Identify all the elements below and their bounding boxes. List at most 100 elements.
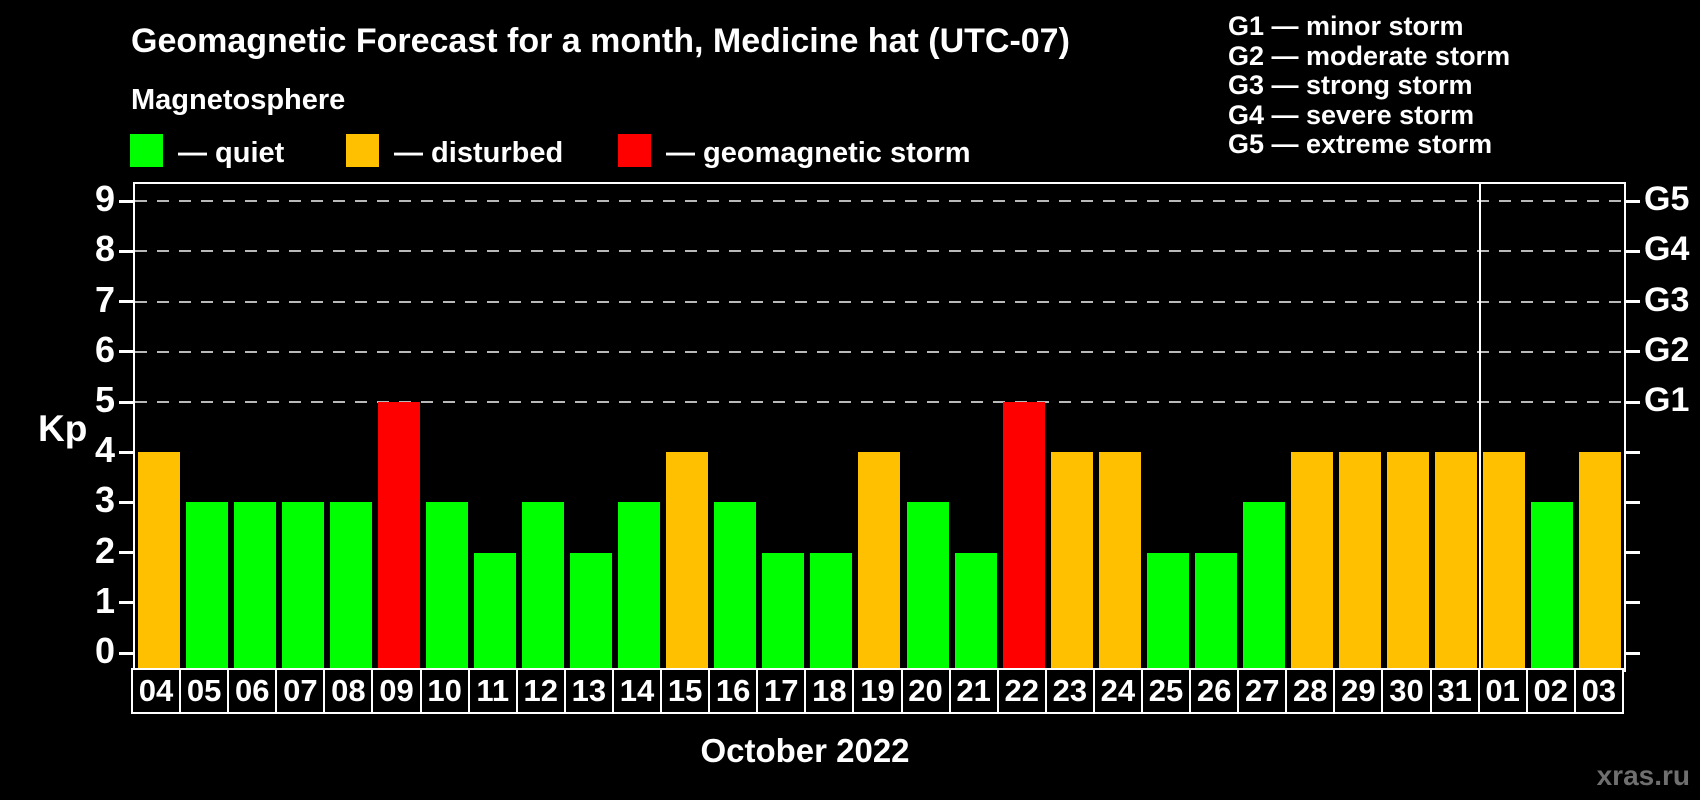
g-legend-line-g1: G1 — minor storm (1228, 11, 1464, 41)
bar-day-16 (714, 502, 756, 670)
y-axis-tick-label-4: 4 (94, 429, 115, 471)
day-label-19: 19 (852, 668, 903, 714)
gridline-kp-9 (135, 200, 1624, 203)
day-label-06: 06 (227, 668, 278, 714)
bar-day-18 (810, 553, 852, 670)
bar-day-07 (282, 502, 324, 670)
bar-day-01 (1483, 452, 1525, 670)
bar-day-13 (570, 553, 612, 670)
y-axis-tick-label-9: 9 (94, 178, 115, 220)
day-label-14: 14 (611, 668, 663, 714)
y-axis-tick-right (1626, 601, 1640, 605)
g-axis-label-g3: G3 (1644, 280, 1690, 319)
bar-day-04 (138, 452, 180, 670)
bar-day-21 (955, 553, 997, 670)
bar-day-23 (1051, 452, 1093, 670)
g-axis-label-g5: G5 (1644, 180, 1690, 219)
day-label-26: 26 (1189, 668, 1240, 714)
gridline-kp-7 (135, 300, 1624, 303)
chart-title: Geomagnetic Forecast for a month, Medici… (131, 22, 1070, 60)
y-axis-tick-left (119, 450, 133, 454)
g-axis-label-g2: G2 (1644, 330, 1690, 369)
y-axis-tick-left (119, 249, 133, 253)
g-legend-line-g4: G4 — severe storm (1228, 99, 1475, 130)
g-legend-line-g3: G3 — strong storm (1228, 70, 1473, 100)
day-label-04: 04 (131, 668, 182, 714)
day-label-27: 27 (1237, 668, 1288, 714)
bar-day-03 (1579, 452, 1621, 670)
day-label-18: 18 (804, 668, 855, 714)
y-axis-tick-right (1626, 551, 1640, 555)
day-label-11: 11 (467, 668, 518, 714)
gridline-kp-8 (135, 250, 1624, 253)
bar-day-11 (474, 553, 516, 670)
g-axis-label-g4: G4 (1644, 230, 1690, 269)
bar-day-30 (1387, 452, 1429, 670)
day-label-02: 02 (1525, 668, 1576, 714)
gridline-kp-6 (135, 350, 1624, 353)
y-axis-tick-label-6: 6 (94, 328, 115, 370)
y-axis-tick-label-3: 3 (94, 479, 115, 521)
bar-day-27 (1243, 502, 1285, 670)
bar-day-10 (426, 502, 468, 670)
y-axis-tick-left (119, 350, 133, 354)
day-label-08: 08 (323, 668, 374, 714)
y-axis-tick-right (1626, 300, 1640, 304)
bar-day-29 (1339, 452, 1381, 670)
day-label-03: 03 (1573, 668, 1624, 714)
bar-day-05 (186, 502, 228, 670)
legend-label-storm: — geomagnetic storm (666, 137, 971, 169)
day-label-10: 10 (419, 668, 470, 714)
day-label-21: 21 (948, 668, 999, 714)
day-label-28: 28 (1285, 668, 1336, 714)
day-label-05: 05 (179, 668, 230, 714)
bar-day-17 (762, 553, 804, 670)
y-axis-tick-right (1626, 350, 1640, 354)
y-axis-tick-left (119, 199, 133, 203)
gridline-kp-5 (135, 401, 1624, 403)
y-axis-tick-left (119, 601, 133, 605)
plot-area (119, 182, 1640, 672)
y-axis-tick-right (1626, 500, 1640, 504)
bar-day-02 (1531, 502, 1573, 670)
y-axis-tick-left (119, 300, 133, 304)
y-axis-tick-right (1626, 249, 1640, 253)
day-label-12: 12 (515, 668, 566, 714)
y-axis-tick-right (1626, 199, 1640, 203)
month-separator-line (1479, 184, 1481, 670)
day-label-24: 24 (1092, 668, 1143, 714)
y-axis-tick-right (1626, 450, 1640, 454)
day-label-30: 30 (1381, 668, 1432, 714)
day-label-25: 25 (1140, 668, 1192, 714)
day-label-29: 29 (1333, 668, 1384, 714)
legend-label-disturbed: — disturbed (394, 137, 564, 169)
bar-day-14 (618, 502, 660, 670)
bar-day-22 (1003, 402, 1045, 670)
g-legend-line-g5: G5 — extreme storm (1228, 129, 1493, 159)
day-label-23: 23 (1044, 668, 1095, 714)
g-scale-legend: G1 — minor storm G2 — moderate storm G3 … (1228, 11, 1511, 160)
day-label-09: 09 (371, 668, 422, 714)
y-axis-tick-label-8: 8 (94, 228, 115, 270)
bar-day-26 (1195, 553, 1237, 670)
bar-day-19 (858, 452, 900, 670)
y-axis-tick-right (1626, 651, 1640, 655)
day-label-22: 22 (996, 668, 1047, 714)
bar-day-09 (378, 402, 420, 670)
day-label-31: 31 (1429, 668, 1480, 714)
y-axis-tick-label-0: 0 (94, 630, 115, 671)
bar-day-31 (1435, 452, 1477, 670)
legend-swatch-disturbed (346, 134, 379, 167)
bar-day-25 (1147, 553, 1189, 670)
legend-swatch-quiet (130, 134, 163, 167)
y-axis-tick-left (119, 400, 133, 404)
bar-day-06 (234, 502, 276, 670)
x-axis-day-labels: 04 05 06 07 08 09 10 11 12 13 14 15 16 17 18 19 20 21 22 23… (131, 668, 1624, 714)
bar-day-20 (907, 502, 949, 670)
y-axis-tick-left (119, 551, 133, 555)
g-legend-line-g2: G2 — moderate storm (1228, 40, 1511, 71)
bar-day-15 (666, 452, 708, 670)
y-axis-tick-label-1: 1 (94, 579, 115, 621)
day-label-16: 16 (708, 668, 759, 714)
